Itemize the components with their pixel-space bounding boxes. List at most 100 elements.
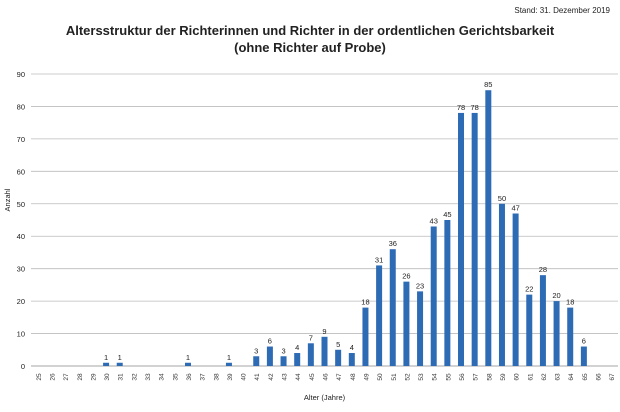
y-tick-label: 80	[17, 102, 25, 111]
x-tick-label: 50	[377, 373, 384, 381]
data-label: 43	[430, 216, 438, 225]
bar	[321, 336, 328, 366]
data-label: 4	[295, 343, 299, 352]
y-tick-label: 90	[17, 70, 25, 79]
data-label: 78	[470, 103, 478, 112]
x-tick-label: 25	[36, 373, 43, 381]
x-tick-label: 44	[295, 373, 302, 381]
bar	[266, 346, 273, 366]
y-tick-label: 0	[21, 362, 25, 371]
x-tick-label: 45	[309, 373, 316, 381]
x-tick-label: 49	[363, 373, 370, 381]
data-label: 28	[539, 265, 547, 274]
bar	[471, 112, 478, 366]
y-tick-label: 30	[17, 265, 25, 274]
data-label: 1	[186, 353, 190, 362]
data-label: 3	[281, 346, 285, 355]
bar	[294, 353, 301, 366]
bar	[376, 265, 383, 366]
chart-title-block: Altersstruktur der Richterinnen und Rich…	[0, 22, 620, 56]
bar	[253, 356, 260, 366]
bar	[103, 362, 110, 366]
bar	[362, 307, 369, 366]
data-label: 6	[268, 337, 272, 346]
data-label: 9	[322, 327, 326, 336]
x-tick-label: 40	[241, 373, 248, 381]
data-label: 18	[361, 298, 369, 307]
y-tick-label: 20	[17, 297, 25, 306]
bar	[512, 213, 519, 366]
bar	[444, 220, 451, 366]
x-tick-label: 64	[568, 373, 575, 381]
x-tick-label: 63	[555, 373, 562, 381]
data-label: 47	[511, 204, 519, 213]
x-tick-label: 58	[486, 373, 493, 381]
x-tick-label: 37	[200, 373, 207, 381]
x-tick-label: 35	[172, 373, 179, 381]
x-tick-label: 60	[514, 373, 521, 381]
x-tick-label: 43	[282, 373, 289, 381]
data-label: 6	[582, 337, 586, 346]
date-note: Stand: 31. Dezember 2019	[514, 6, 610, 15]
bar	[348, 353, 355, 366]
data-label: 1	[118, 353, 122, 362]
data-label: 18	[566, 298, 574, 307]
x-tick-label: 31	[118, 373, 125, 381]
x-tick-label: 53	[418, 373, 425, 381]
x-tick-label: 47	[336, 373, 343, 381]
x-tick-label: 66	[596, 373, 603, 381]
bar	[403, 281, 410, 366]
x-tick-label: 30	[104, 373, 111, 381]
x-axis-label: Alter (Jahre)	[304, 393, 346, 402]
data-label: 78	[457, 103, 465, 112]
x-tick-label: 56	[459, 373, 466, 381]
x-tick-label: 65	[582, 373, 589, 381]
bar	[184, 362, 191, 366]
bar	[498, 203, 505, 366]
data-label: 50	[498, 194, 506, 203]
bar	[335, 349, 342, 366]
x-tick-label: 39	[227, 373, 234, 381]
data-label: 26	[402, 272, 410, 281]
bar	[526, 294, 533, 366]
x-tick-label: 26	[49, 373, 56, 381]
y-tick-label: 40	[17, 232, 25, 241]
bar	[580, 346, 587, 366]
bar	[225, 362, 232, 366]
x-tick-label: 32	[131, 373, 138, 381]
x-tick-label: 28	[77, 373, 84, 381]
data-label: 85	[484, 80, 492, 89]
y-tick-label: 70	[17, 135, 25, 144]
bar	[458, 112, 465, 366]
y-tick-label: 60	[17, 167, 25, 176]
x-tick-label: 41	[254, 373, 261, 381]
chart-title: Altersstruktur der Richterinnen und Rich…	[65, 23, 555, 38]
bar	[485, 90, 492, 366]
x-tick-label: 67	[609, 373, 616, 381]
x-tick-label: 51	[391, 373, 398, 381]
bar	[307, 343, 314, 366]
x-tick-label: 34	[159, 373, 166, 381]
data-label: 1	[227, 353, 231, 362]
x-tick-label: 48	[350, 373, 357, 381]
data-label: 4	[350, 343, 354, 352]
bar	[417, 291, 424, 366]
x-tick-label: 33	[145, 373, 152, 381]
x-tick-label: 46	[323, 373, 330, 381]
x-tick-label: 38	[213, 373, 220, 381]
x-tick-label: 52	[404, 373, 411, 381]
bar	[430, 226, 437, 366]
x-tick-label: 54	[432, 373, 439, 381]
y-tick-label: 10	[17, 330, 25, 339]
data-label: 1	[104, 353, 108, 362]
x-tick-label: 36	[186, 373, 193, 381]
data-label: 7	[309, 333, 313, 342]
x-tick-label: 62	[541, 373, 548, 381]
bar	[553, 301, 560, 366]
x-tick-label: 57	[473, 373, 480, 381]
x-tick-label: 59	[500, 373, 507, 381]
data-label: 3	[254, 346, 258, 355]
bar	[539, 275, 546, 366]
data-label: 20	[552, 291, 560, 300]
